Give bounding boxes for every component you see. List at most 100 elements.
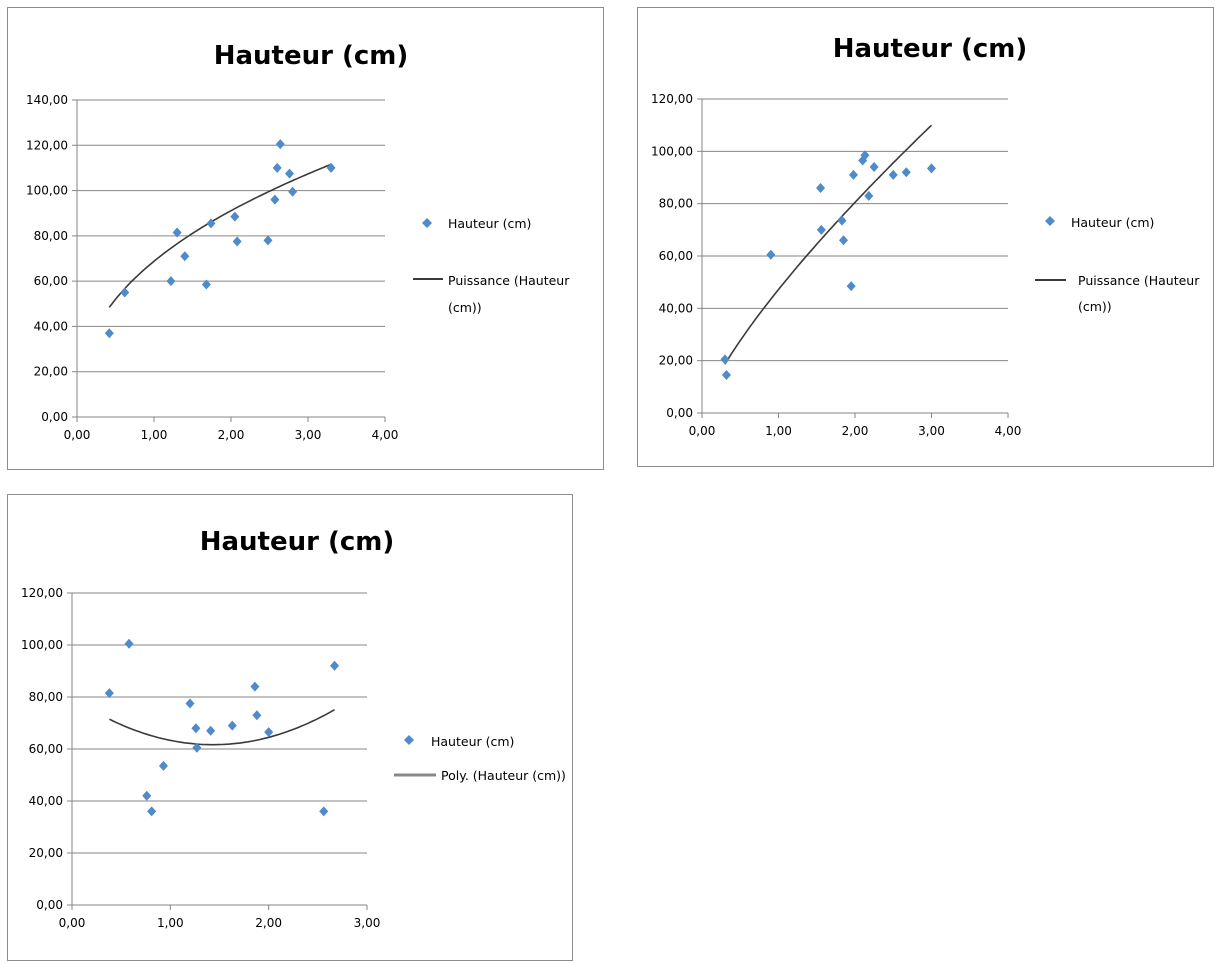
gridlines — [72, 99, 385, 418]
legend-trendline-label-line-2: (cm)) — [1078, 299, 1112, 314]
data-point — [104, 328, 114, 339]
data-point — [288, 186, 298, 197]
data-point — [275, 139, 285, 150]
data-point — [816, 224, 826, 235]
data-point — [816, 182, 826, 193]
x-tick-label: 4,00 — [372, 428, 399, 442]
data-point — [864, 190, 874, 201]
x-tick-label: 3,00 — [918, 424, 945, 438]
data-point — [120, 287, 130, 298]
data-point — [227, 720, 237, 731]
x-tick-label: 3,00 — [295, 428, 322, 442]
legend-series-label: Hauteur (cm) — [448, 216, 531, 231]
y-tick-label: 40,00 — [659, 301, 693, 315]
data-point — [206, 725, 216, 736]
y-tick-label: 80,00 — [659, 197, 693, 211]
chart-2-svg: Hauteur (cm) 0,00 20,00 40,00 60,00 80,00 100… — [651, 34, 1200, 438]
data-point — [232, 236, 242, 247]
legend-trendline-label-line-2: (cm)) — [448, 300, 482, 315]
trendline-curve — [108, 163, 332, 308]
data-point — [846, 281, 856, 292]
legend-marker-diamond — [422, 218, 432, 228]
legend: Hauteur (cm) Puissance (Hauteur (cm)) — [413, 216, 570, 315]
data-points — [720, 150, 936, 381]
data-point — [869, 162, 879, 173]
y-tick-label: 120,00 — [21, 586, 63, 600]
y-tick-label: 20,00 — [29, 846, 63, 860]
chart-1-svg: Hauteur (cm) 0,00 20,00 40,00 60,00 80,00 100… — [26, 41, 570, 442]
y-tick-label: 0,00 — [666, 406, 693, 420]
chart-3-svg: Hauteur (cm) 0,00 20,00 40,00 60,00 80,00 100… — [21, 527, 566, 930]
data-point — [270, 194, 280, 205]
x-tick-label: 2,00 — [842, 424, 869, 438]
y-tick-label: 80,00 — [29, 690, 63, 704]
chart-title: Hauteur (cm) — [200, 527, 395, 557]
trendline — [108, 163, 332, 308]
data-point — [285, 168, 295, 179]
x-tick-label: 1,00 — [141, 428, 168, 442]
data-point — [888, 169, 898, 180]
data-point — [839, 235, 849, 246]
y-tick-label: 60,00 — [659, 249, 693, 263]
chart-title: Hauteur (cm) — [833, 34, 1028, 64]
x-tick-label: 1,00 — [157, 916, 184, 930]
x-tick-label: 2,00 — [255, 916, 282, 930]
y-tick-label: 100,00 — [26, 184, 68, 198]
y-tick-label: 80,00 — [34, 229, 68, 243]
data-point — [858, 155, 868, 166]
y-tick-labels: 0,00 20,00 40,00 60,00 80,00 100,00 120,00 — [651, 92, 693, 420]
y-tick-label: 20,00 — [34, 365, 68, 379]
data-point — [104, 688, 114, 699]
trendline-curve — [109, 708, 335, 746]
x-tick-label: 4,00 — [995, 424, 1022, 438]
x-tick-label: 0,00 — [59, 916, 86, 930]
axes — [701, 99, 1009, 418]
legend-series-label: Hauteur (cm) — [1071, 215, 1154, 230]
data-point — [272, 162, 282, 173]
y-tick-label: 120,00 — [26, 138, 68, 152]
data-point — [142, 790, 152, 801]
trendline — [724, 124, 933, 365]
data-point — [330, 660, 340, 671]
y-tick-label: 100,00 — [21, 638, 63, 652]
data-point — [720, 354, 730, 365]
chart-title: Hauteur (cm) — [214, 41, 409, 71]
data-point — [264, 727, 274, 738]
data-points — [104, 638, 340, 817]
data-point — [766, 249, 776, 260]
chart-panel-3: Hauteur (cm) 0,00 20,00 40,00 60,00 80,00 100… — [7, 494, 573, 961]
legend: Hauteur (cm) Puissance (Hauteur (cm)) — [1035, 215, 1200, 314]
legend-marker-diamond — [404, 735, 414, 745]
trendline-curve — [724, 124, 933, 365]
y-tick-label: 40,00 — [34, 319, 68, 333]
data-point — [319, 806, 329, 817]
legend-trendline-label-line-1: Puissance (Hauteur — [448, 273, 570, 288]
data-point — [166, 276, 176, 287]
y-tick-label: 60,00 — [34, 274, 68, 288]
axes — [76, 100, 386, 422]
data-point — [147, 806, 157, 817]
y-tick-label: 60,00 — [29, 742, 63, 756]
gridlines — [697, 98, 1008, 414]
y-tick-label: 140,00 — [26, 93, 68, 107]
y-tick-label: 120,00 — [651, 92, 693, 106]
data-point — [172, 227, 182, 238]
data-point — [191, 723, 201, 734]
x-tick-label: 3,00 — [354, 916, 381, 930]
y-tick-label: 40,00 — [29, 794, 63, 808]
data-point — [848, 169, 858, 180]
data-point — [250, 681, 260, 692]
legend-trendline-label-line-1: Puissance (Hauteur — [1078, 273, 1200, 288]
data-point — [230, 211, 240, 222]
y-tick-label: 0,00 — [36, 898, 63, 912]
x-tick-label: 0,00 — [689, 424, 716, 438]
data-point — [180, 251, 190, 262]
data-point — [326, 162, 336, 173]
chart-panel-1: Hauteur (cm) 0,00 20,00 40,00 60,00 80,00 100… — [7, 7, 604, 470]
legend-series-label: Hauteur (cm) — [431, 734, 514, 749]
y-tick-labels: 0,00 20,00 40,00 60,00 80,00 100,00 120,00 140,… — [26, 93, 68, 424]
data-point — [721, 370, 731, 381]
data-points — [104, 139, 336, 339]
y-tick-labels: 0,00 20,00 40,00 60,00 80,00 100,00 120,00 — [21, 586, 63, 912]
legend-marker-diamond — [1045, 216, 1055, 226]
